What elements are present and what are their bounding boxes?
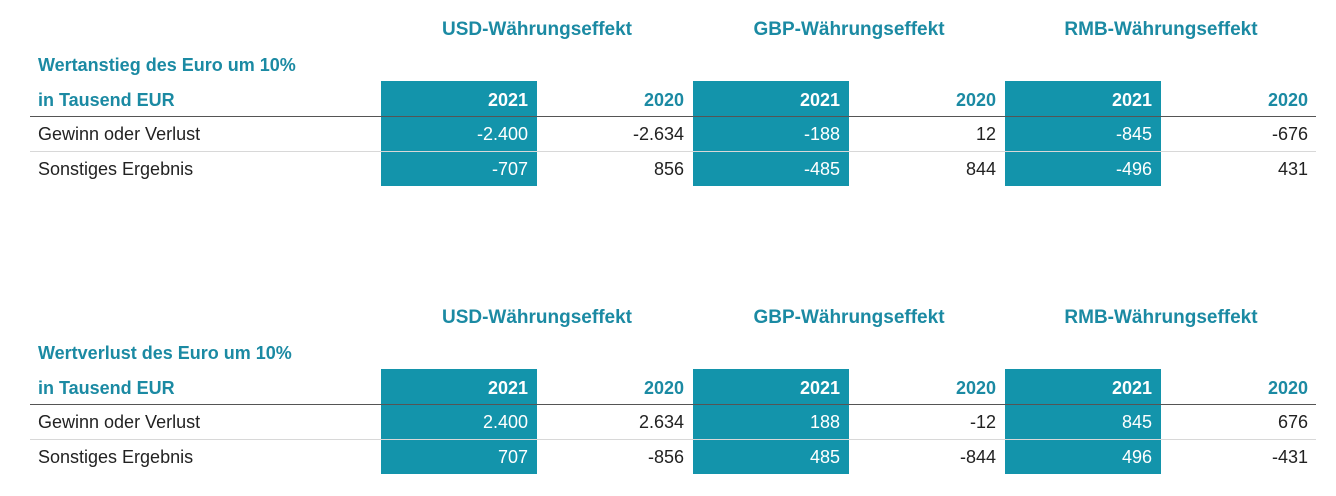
year-header-usd-2020: 2020 [643,378,684,398]
table-euro-depreciation: USD-Währungseffekt GBP-Währungseffekt RM… [0,288,1336,488]
table-cell: 844 [965,159,996,179]
table-cell: -496 [1115,159,1152,179]
header-divider [30,116,1316,117]
unit-label: in Tausend EUR [38,378,175,398]
year-header-usd-2021: 2021 [487,90,528,110]
table-cell: -485 [803,159,840,179]
currency-header-usd: USD-Währungseffekt [441,307,632,328]
currency-header-rmb: RMB-Währungseffekt [1064,307,1258,328]
table-cell: 188 [809,412,840,432]
table-euro-appreciation: USD-Währungseffekt GBP-Währungseffekt RM… [0,0,1336,200]
year-header-gbp-2021: 2021 [799,378,840,398]
table-cell: -707 [491,159,528,179]
highlight-rmb-2021 [1005,369,1161,474]
row-divider [30,439,1316,440]
table-cell: 2.634 [638,412,684,432]
table-cell: 485 [809,447,840,467]
highlight-usd-2021 [381,369,537,474]
table-cell: 856 [653,159,684,179]
table-cell: -844 [959,447,996,467]
currency-header-rmb: RMB-Währungseffekt [1064,19,1258,40]
table-title: Wertanstieg des Euro um 10% [38,55,296,75]
year-header-rmb-2021: 2021 [1111,90,1152,110]
year-header-gbp-2021: 2021 [799,90,840,110]
year-header-rmb-2021: 2021 [1111,378,1152,398]
highlight-rmb-2021 [1005,81,1161,186]
unit-label: in Tausend EUR [38,90,175,110]
row-label-profit-loss: Gewinn oder Verlust [38,412,201,432]
table-cell: 676 [1277,412,1308,432]
table-cell: -856 [647,447,684,467]
table-cell: -12 [969,412,996,432]
header-divider [30,404,1316,405]
table-title: Wertverlust des Euro um 10% [38,343,292,363]
table-cell: -676 [1271,124,1308,144]
highlight-gbp-2021 [693,369,849,474]
table-cell: 2.400 [482,412,528,432]
year-header-usd-2021: 2021 [487,378,528,398]
table-cell: -188 [803,124,840,144]
year-header-usd-2020: 2020 [643,90,684,110]
year-header-rmb-2020: 2020 [1267,378,1308,398]
row-label-profit-loss: Gewinn oder Verlust [38,124,201,144]
table-cell: -2.634 [632,124,684,144]
row-divider [30,151,1316,152]
table-cell: 496 [1121,447,1152,467]
table-cell: 707 [497,447,528,467]
table-cell: 431 [1277,159,1308,179]
table-cell: -431 [1271,447,1308,467]
year-header-gbp-2020: 2020 [955,90,996,110]
currency-header-gbp: GBP-Währungseffekt [753,19,945,40]
year-header-rmb-2020: 2020 [1267,90,1308,110]
currency-header-gbp: GBP-Währungseffekt [753,307,945,328]
highlight-gbp-2021 [693,81,849,186]
table-cell: 845 [1121,412,1152,432]
table-cell: 12 [975,124,996,144]
table-cell: -2.400 [476,124,528,144]
table-cell: -845 [1115,124,1152,144]
row-label-other-result: Sonstiges Ergebnis [38,447,194,467]
highlight-usd-2021 [381,81,537,186]
year-header-gbp-2020: 2020 [955,378,996,398]
row-label-other-result: Sonstiges Ergebnis [38,159,194,179]
currency-header-usd: USD-Währungseffekt [441,19,632,40]
